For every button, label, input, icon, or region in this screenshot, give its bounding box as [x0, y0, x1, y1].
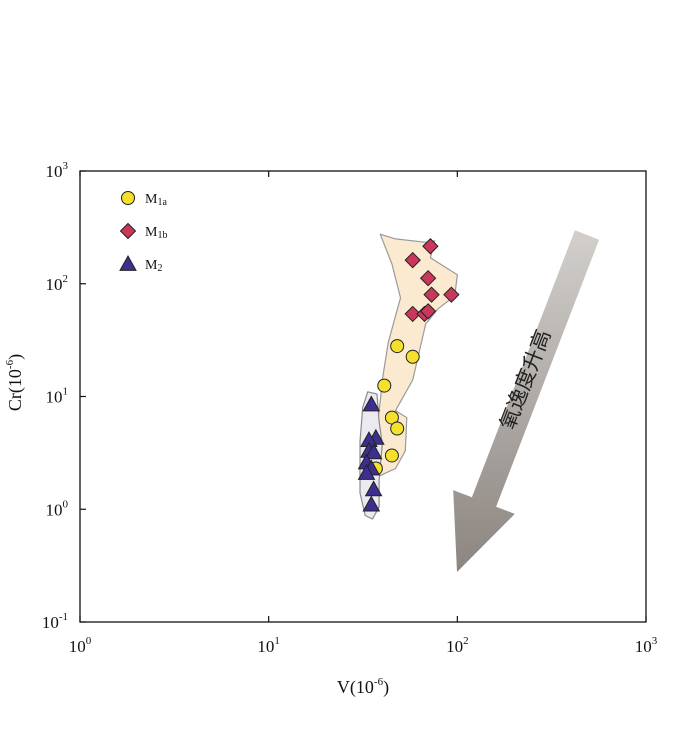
- y-axis-label-base: Cr(10: [5, 369, 26, 411]
- y-tick-exp: 1: [63, 386, 69, 398]
- x-tick-base: 10: [69, 637, 86, 656]
- x-axis-label-end: ): [383, 677, 389, 698]
- data-point-m1a: [390, 339, 405, 354]
- points-layer: [357, 238, 460, 512]
- y-tick-base: 10: [46, 388, 63, 407]
- data-point-m1b: [423, 286, 440, 303]
- x-tick-label: 101: [257, 635, 280, 656]
- legend-label-main: M: [145, 258, 158, 273]
- y-tick-base: 10: [46, 275, 63, 294]
- x-tick-exp: 2: [463, 635, 469, 647]
- legend-label-m2: M2: [145, 258, 162, 274]
- data-point-m2: [362, 395, 381, 412]
- data-point-m2: [364, 480, 383, 497]
- y-tick-label: 102: [46, 273, 69, 294]
- x-tick-label: 100: [69, 635, 92, 656]
- y-tick-exp: 0: [63, 498, 69, 510]
- fo-arrow-shape: [453, 230, 600, 573]
- legend-marker-m1b: [119, 222, 137, 240]
- data-point-m1b: [404, 305, 421, 323]
- x-tick-base: 10: [446, 637, 463, 656]
- legend-label-sub: 2: [157, 263, 162, 274]
- x-tick-base: 10: [257, 637, 274, 656]
- legend-label-m1a: M1a: [145, 192, 167, 208]
- legend-label-sub: 1a: [157, 197, 167, 208]
- x-tick-base: 10: [635, 637, 652, 656]
- y-tick-exp: -1: [59, 611, 68, 623]
- y-tick-base: 10: [42, 613, 59, 632]
- y-axis-label: Cr(10-6): [4, 354, 26, 411]
- fo-arrow: 氧逸度升高: [453, 230, 600, 573]
- y-tick-base: 10: [46, 500, 63, 519]
- x-tick-exp: 3: [652, 635, 658, 647]
- data-point-m1b: [422, 238, 439, 255]
- data-point-m2: [364, 443, 383, 460]
- y-tick-exp: 2: [63, 273, 69, 285]
- x-tick-exp: 0: [86, 635, 92, 647]
- x-tick-label: 103: [635, 635, 658, 656]
- data-point-m1b: [419, 269, 437, 287]
- y-axis-label-end: ): [5, 354, 26, 360]
- legend-label-main: M: [145, 192, 158, 207]
- y-tick-label: 10-1: [42, 611, 68, 632]
- data-point-m1a: [377, 378, 392, 393]
- legend-label-m1b: M1b: [145, 225, 167, 241]
- x-axis-label-sup: -6: [374, 676, 384, 688]
- data-point-m1a: [384, 448, 399, 463]
- y-tick-label: 101: [46, 386, 69, 407]
- legend-label-sub: 1b: [157, 230, 167, 241]
- fields-layer: [359, 233, 458, 520]
- data-point-m1b: [419, 303, 437, 320]
- legend-marker-m2: [119, 254, 137, 271]
- y-axis-label-sup: -6: [4, 359, 16, 369]
- y-tick-label: 103: [46, 160, 69, 181]
- y-tick-exp: 3: [63, 160, 69, 172]
- y-tick-base: 10: [46, 162, 63, 181]
- legend-label-main: M: [145, 225, 158, 240]
- x-tick-exp: 1: [274, 635, 280, 647]
- data-point-m1b: [404, 251, 421, 269]
- x-axis-label: V(10-6): [337, 676, 389, 698]
- y-tick-label: 100: [46, 498, 69, 519]
- data-point-m2: [362, 495, 381, 512]
- x-tick-label: 102: [446, 635, 469, 656]
- legend-marker-m1a: [121, 191, 135, 205]
- data-point-m1a: [405, 349, 420, 364]
- data-point-m1a: [390, 421, 405, 436]
- data-point-m2: [357, 463, 376, 480]
- data-point-m1b: [443, 286, 460, 303]
- x-axis-label-base: V(10: [337, 677, 374, 698]
